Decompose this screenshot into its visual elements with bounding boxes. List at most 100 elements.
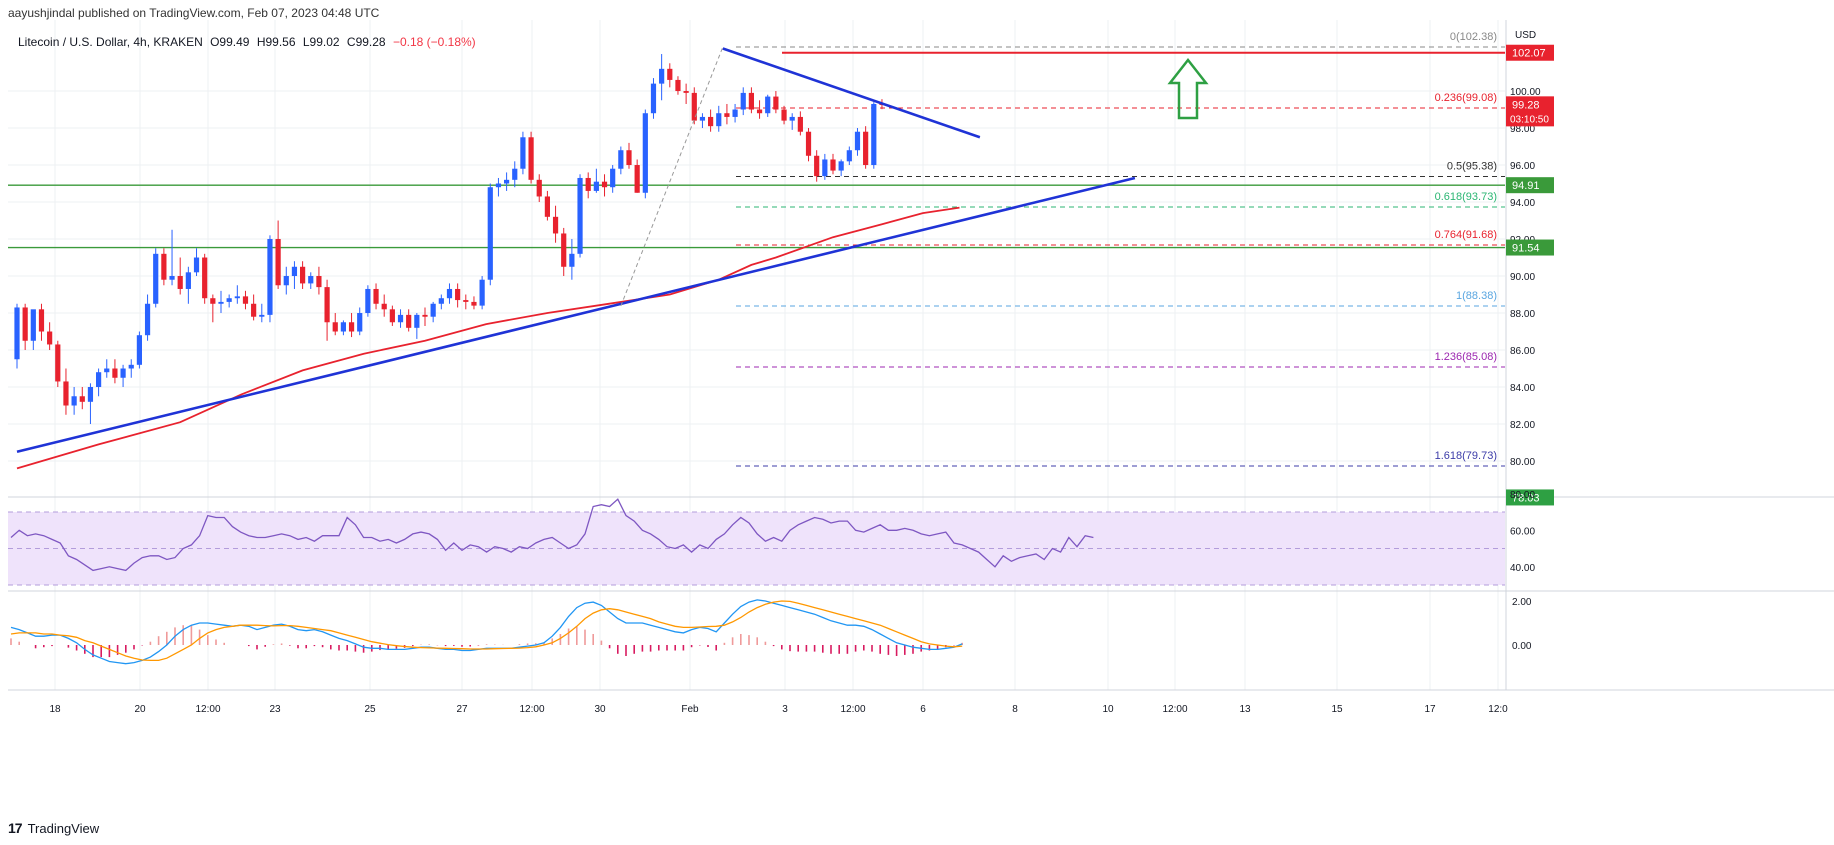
time-tick-label-4: 25 bbox=[364, 704, 376, 715]
candle-body-61 bbox=[512, 168, 518, 180]
price-tag-label-2: 91.54 bbox=[1512, 243, 1540, 255]
candle-body-40 bbox=[340, 322, 346, 332]
candle-body-25 bbox=[218, 301, 224, 304]
candle-body-79 bbox=[659, 68, 665, 84]
price-tick-label-5: 90.00 bbox=[1510, 272, 1535, 283]
candle-body-52 bbox=[438, 298, 444, 304]
tradingview-logo-icon: 17 bbox=[8, 820, 23, 836]
candle-body-27 bbox=[234, 296, 240, 299]
candle-body-55 bbox=[463, 300, 469, 302]
candle-body-104 bbox=[863, 131, 869, 166]
candle-body-65 bbox=[544, 196, 550, 217]
candle-body-34 bbox=[291, 266, 298, 277]
candle-body-7 bbox=[71, 396, 77, 406]
candle-body-21 bbox=[185, 272, 191, 289]
candle-body-18 bbox=[161, 253, 167, 280]
candle-body-17 bbox=[153, 253, 159, 304]
tradingview-footer[interactable]: 17 TradingView bbox=[8, 820, 99, 836]
fib-anchor-line bbox=[620, 46, 724, 307]
candle-body-91 bbox=[756, 109, 763, 114]
symbol-legend[interactable]: Litecoin / U.S. Dollar, 4h, KRAKEN O99.4… bbox=[18, 35, 480, 49]
candle-body-56 bbox=[471, 301, 477, 306]
fib-level-label-1: 0.236(99.08) bbox=[1435, 92, 1497, 104]
time-tick-label-7: 30 bbox=[594, 704, 606, 715]
time-tick-label-6: 12:00 bbox=[519, 704, 544, 715]
ohlc-change: −0.18 (−0.18%) bbox=[392, 35, 476, 49]
fib-level-label-7: 1.618(79.73) bbox=[1435, 450, 1497, 462]
candle-body-100 bbox=[830, 159, 836, 171]
candle-body-36 bbox=[308, 276, 314, 284]
ohlc-open: O99.49 bbox=[210, 35, 250, 49]
time-tick-label-8: Feb bbox=[681, 704, 699, 715]
rsi-tick-label-1: 60.00 bbox=[1510, 526, 1535, 537]
candle-body-44 bbox=[373, 288, 379, 304]
time-tick-label-9: 3 bbox=[782, 704, 788, 715]
candle-body-23 bbox=[202, 257, 208, 299]
candle-body-42 bbox=[357, 313, 363, 332]
price-tick-label-9: 98.00 bbox=[1510, 124, 1535, 135]
candle-body-71 bbox=[593, 181, 599, 191]
trendline-0 bbox=[16, 176, 1136, 454]
candle-body-43 bbox=[365, 288, 371, 314]
time-tick-label-11: 6 bbox=[920, 704, 926, 715]
time-tick-label-13: 10 bbox=[1102, 704, 1114, 715]
candle-body-49 bbox=[414, 314, 420, 328]
candle-body-33 bbox=[283, 276, 289, 286]
rsi-tick-label-2: 40.00 bbox=[1510, 563, 1535, 574]
candle-body-96 bbox=[797, 116, 803, 132]
live-price-label-0: 99.28 bbox=[1512, 99, 1540, 111]
candle-body-74 bbox=[618, 150, 624, 169]
candle-body-0 bbox=[14, 307, 20, 360]
rsi-line bbox=[10, 498, 1094, 572]
candle-body-39 bbox=[332, 322, 338, 332]
time-tick-label-5: 27 bbox=[456, 704, 468, 715]
candle-body-62 bbox=[520, 137, 526, 169]
candle-body-103 bbox=[854, 131, 861, 151]
price-tag-label-1: 94.91 bbox=[1512, 180, 1540, 192]
candle-body-60 bbox=[504, 179, 510, 184]
candle-body-58 bbox=[487, 187, 493, 280]
ohlc-close: C99.28 bbox=[346, 35, 386, 49]
candle-body-73 bbox=[610, 168, 616, 188]
macd-tick-label-1: 0.00 bbox=[1512, 641, 1532, 652]
candle-body-86 bbox=[716, 113, 722, 127]
candle-body-31 bbox=[267, 239, 273, 315]
candle-body-77 bbox=[642, 113, 648, 193]
candle-body-13 bbox=[120, 368, 126, 378]
price-tick-label-8: 96.00 bbox=[1510, 161, 1535, 172]
candle-body-67 bbox=[561, 233, 567, 267]
price-tick-label-10: 100.00 bbox=[1510, 87, 1541, 98]
time-tick-label-2: 12:00 bbox=[195, 704, 220, 715]
candle-body-20 bbox=[177, 276, 183, 289]
candle-body-41 bbox=[348, 322, 355, 332]
candle-body-92 bbox=[765, 96, 771, 114]
macd-signal-line bbox=[10, 600, 963, 662]
symbol-title: Litecoin / U.S. Dollar, 4h, KRAKEN bbox=[18, 35, 203, 49]
trendline-1 bbox=[722, 47, 981, 139]
candle-body-72 bbox=[601, 181, 608, 188]
candle-body-69 bbox=[577, 177, 583, 254]
live-price-tag-1 bbox=[1506, 489, 1554, 506]
candle-body-66 bbox=[552, 216, 559, 234]
price-tick-label-4: 88.00 bbox=[1510, 309, 1535, 320]
candle-body-94 bbox=[781, 109, 787, 121]
time-tick-label-15: 13 bbox=[1239, 704, 1251, 715]
candle-body-80 bbox=[667, 68, 673, 80]
fib-level-label-0: 0(102.38) bbox=[1450, 31, 1497, 43]
candle-body-2 bbox=[30, 309, 36, 341]
candle-body-93 bbox=[773, 96, 779, 110]
ohlc-low: L99.02 bbox=[302, 35, 340, 49]
price-tick-label-7: 94.00 bbox=[1510, 198, 1535, 209]
candle-body-35 bbox=[300, 266, 306, 284]
price-tick-label-3: 86.00 bbox=[1510, 346, 1535, 357]
candle-body-9 bbox=[87, 387, 94, 402]
candle-body-51 bbox=[430, 303, 436, 317]
candle-body-90 bbox=[748, 92, 754, 110]
candle-body-88 bbox=[732, 109, 738, 117]
candle-body-19 bbox=[169, 276, 175, 280]
footer-brand: TradingView bbox=[27, 820, 100, 836]
time-tick-label-18: 12:0 bbox=[1488, 704, 1508, 715]
candle-body-64 bbox=[536, 179, 542, 197]
time-tick-label-10: 12:00 bbox=[840, 704, 865, 715]
